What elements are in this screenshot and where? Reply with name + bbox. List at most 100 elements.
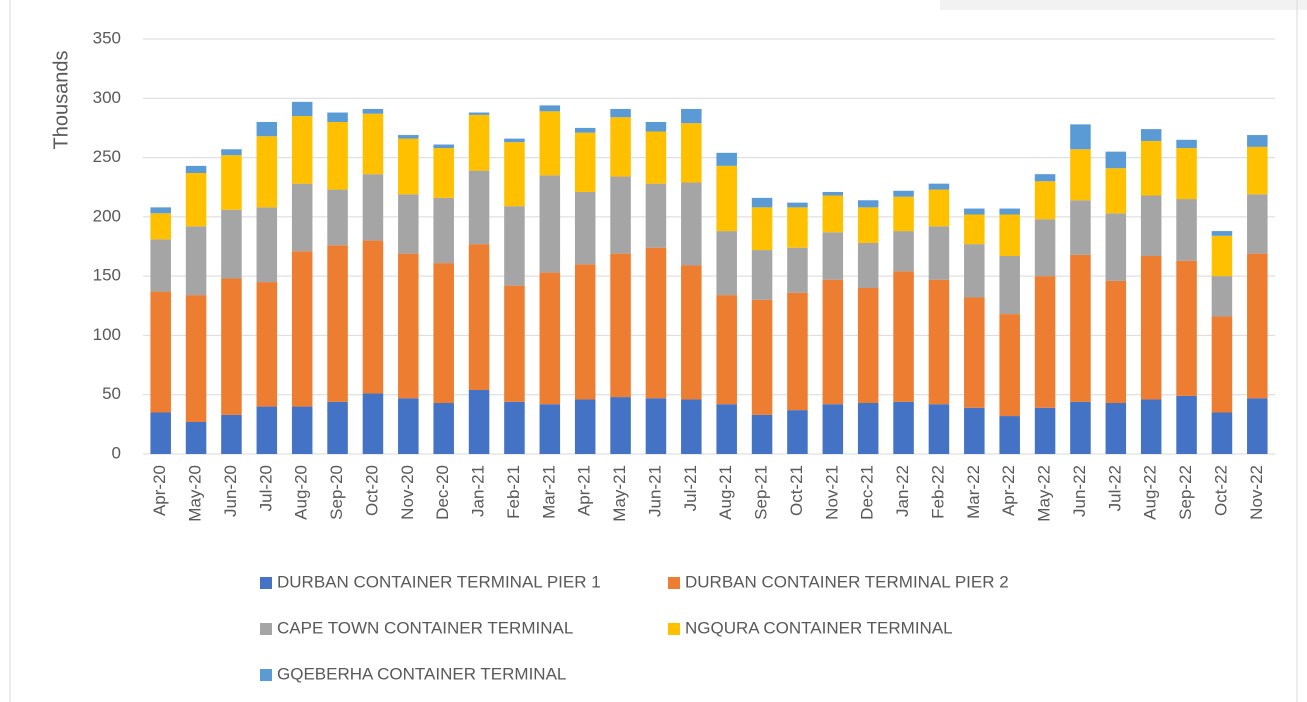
x-tick-label: Oct-20 bbox=[362, 465, 381, 516]
bar-segment bbox=[1247, 253, 1268, 399]
bar-segment bbox=[433, 263, 454, 404]
bar-segment bbox=[857, 288, 879, 404]
x-tick-label: Jun-22 bbox=[1070, 465, 1089, 517]
bar-segment bbox=[327, 401, 348, 454]
legend-swatch bbox=[260, 623, 272, 635]
bar-segment bbox=[857, 200, 879, 208]
legend-swatch bbox=[668, 577, 680, 589]
bar-segment bbox=[221, 209, 242, 279]
bar-segment bbox=[468, 170, 490, 245]
bar-segment bbox=[1247, 194, 1268, 254]
bar-segment bbox=[504, 401, 525, 454]
bar-segment bbox=[681, 265, 702, 400]
bar-segment bbox=[1034, 276, 1056, 408]
bar-segment bbox=[1247, 398, 1268, 454]
x-tick-label: Aug-22 bbox=[1141, 465, 1160, 520]
bar-segment bbox=[362, 108, 384, 114]
legend-swatch bbox=[260, 577, 272, 589]
bar-segment bbox=[468, 244, 490, 390]
bar-segment bbox=[185, 295, 207, 422]
bar-segment bbox=[468, 389, 490, 454]
bar-segment bbox=[928, 183, 950, 190]
bar-segment bbox=[574, 399, 596, 454]
bar-segment bbox=[822, 191, 844, 196]
bar-segment bbox=[362, 113, 384, 175]
x-tick-label: Aug-21 bbox=[716, 465, 735, 520]
y-tick-label: 250 bbox=[93, 147, 121, 166]
bar-segment bbox=[221, 155, 242, 210]
bar-segment bbox=[539, 111, 561, 176]
y-tick-label: 50 bbox=[102, 384, 121, 403]
bar-segment bbox=[1034, 219, 1056, 277]
x-tick-label: Feb-22 bbox=[928, 465, 947, 519]
bar-segment bbox=[645, 247, 667, 399]
bar-segment bbox=[539, 272, 561, 405]
bar-segment bbox=[150, 239, 171, 292]
bar-segment bbox=[433, 403, 454, 454]
bar-segment bbox=[574, 127, 596, 133]
bar-segment bbox=[1034, 407, 1056, 454]
legend-swatch bbox=[260, 669, 272, 681]
bar-segment bbox=[291, 251, 313, 407]
bar-segment bbox=[1176, 199, 1197, 261]
bar-segment bbox=[1176, 139, 1197, 149]
bar-segment bbox=[539, 404, 561, 454]
x-tick-label: Apr-21 bbox=[575, 465, 594, 516]
bar-segment bbox=[928, 226, 950, 280]
bar-segment bbox=[433, 197, 454, 264]
bar-segment bbox=[893, 401, 914, 454]
bar-segment bbox=[539, 105, 561, 112]
bar-segment bbox=[185, 421, 207, 454]
x-tick-label: May-21 bbox=[610, 465, 629, 522]
bar-segment bbox=[574, 132, 596, 192]
legend-label: NGQURA CONTAINER TERMINAL bbox=[685, 618, 953, 637]
bar-segment bbox=[964, 244, 985, 298]
bar-segment bbox=[964, 208, 985, 215]
bar-segment bbox=[468, 112, 490, 115]
bar-segment bbox=[362, 174, 384, 241]
bar-segment bbox=[504, 142, 525, 207]
bar-segment bbox=[362, 240, 384, 394]
bar-segment bbox=[221, 278, 242, 415]
bar-segment bbox=[751, 299, 773, 415]
x-tick-label: Jan-22 bbox=[893, 465, 912, 517]
bar-segment bbox=[150, 213, 171, 240]
bar-segment bbox=[185, 226, 207, 296]
bar-segment bbox=[398, 194, 419, 254]
bar-segment bbox=[1070, 401, 1091, 454]
x-tick-label: Jul-22 bbox=[1105, 465, 1124, 511]
y-tick-label: 0 bbox=[112, 443, 121, 462]
x-tick-label: Feb-21 bbox=[504, 465, 523, 519]
bar-segment bbox=[291, 183, 313, 252]
bar-segment bbox=[362, 393, 384, 454]
bar-segment bbox=[327, 245, 348, 402]
bar-segment bbox=[256, 406, 278, 454]
y-tick-label: 350 bbox=[93, 28, 121, 47]
bar-segment bbox=[928, 189, 950, 227]
x-tick-label: Jul-21 bbox=[681, 465, 700, 511]
bar-segment bbox=[928, 279, 950, 405]
bar-segment bbox=[539, 175, 561, 273]
bar-segment bbox=[291, 406, 313, 454]
bar-segment bbox=[150, 207, 171, 214]
bar-segment bbox=[1105, 151, 1127, 169]
bar-segment bbox=[822, 195, 844, 233]
bar-segment bbox=[893, 271, 914, 402]
bar-segment bbox=[999, 214, 1020, 256]
x-tick-label: Nov-21 bbox=[822, 465, 841, 520]
bar-segment bbox=[1176, 395, 1197, 454]
bar-segment bbox=[256, 136, 278, 208]
bar-segment bbox=[291, 116, 313, 184]
bar-segment bbox=[1034, 181, 1056, 220]
bar-segment bbox=[716, 231, 737, 296]
bar-segment bbox=[928, 404, 950, 454]
y-axis-title: Thousands bbox=[50, 51, 72, 150]
bar-segment bbox=[787, 202, 808, 208]
bar-segment bbox=[645, 122, 667, 132]
bar-segment bbox=[681, 399, 702, 454]
x-tick-label: Jun-21 bbox=[645, 465, 664, 517]
bar-segment bbox=[327, 122, 348, 190]
bar-segment bbox=[716, 165, 737, 232]
x-tick-label: May-22 bbox=[1035, 465, 1054, 522]
x-tick-label: Dec-20 bbox=[433, 465, 452, 520]
